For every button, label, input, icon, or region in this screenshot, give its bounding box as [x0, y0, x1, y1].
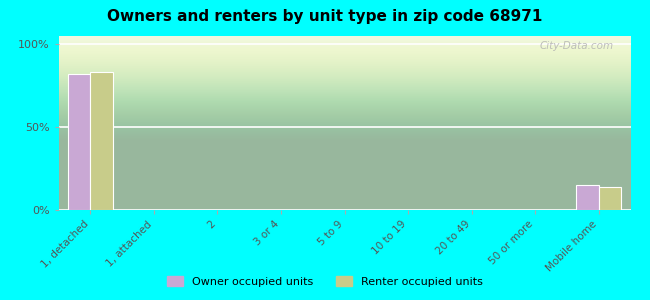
- Bar: [577, 185, 599, 210]
- Bar: [599, 187, 621, 210]
- Bar: [90, 73, 112, 210]
- Text: City-Data.com: City-Data.com: [540, 41, 614, 51]
- Bar: [68, 74, 90, 210]
- Text: Owners and renters by unit type in zip code 68971: Owners and renters by unit type in zip c…: [107, 9, 543, 24]
- Legend: Owner occupied units, Renter occupied units: Owner occupied units, Renter occupied un…: [162, 272, 488, 291]
